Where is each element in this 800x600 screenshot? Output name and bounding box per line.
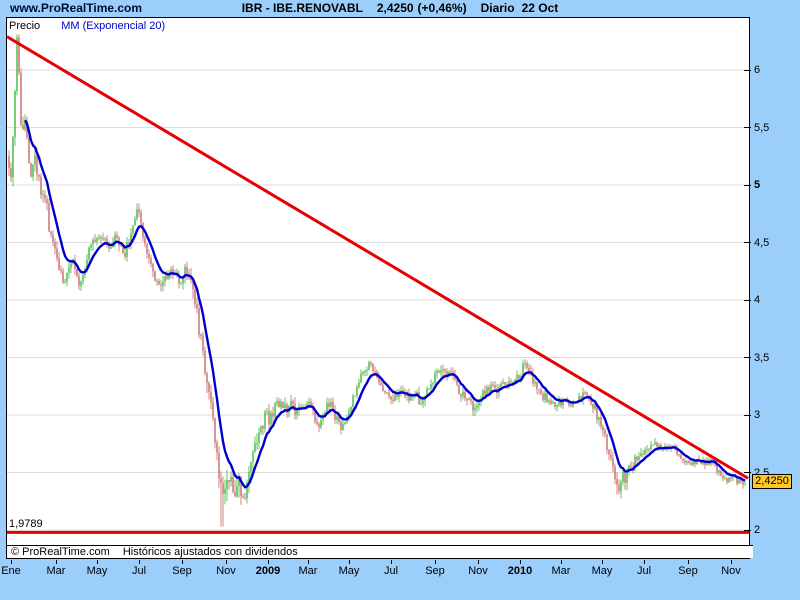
x-tick-label: Mar <box>551 565 571 577</box>
x-tick-label: May <box>338 565 360 577</box>
x-tick-mark <box>268 560 269 564</box>
timeframe-label: Diario <box>480 1 515 15</box>
chart-area[interactable]: Precio MM (Exponencial 20) 1,9789 © ProR… <box>6 17 753 559</box>
trend-line <box>7 35 749 480</box>
y-tick-label: 3 <box>754 409 761 421</box>
footer-strip: © ProRealTime.com Históricos ajustados c… <box>7 545 753 558</box>
chart-title: IBR - IBE.RENOVABL 2,4250 (+0,46%) Diario 22… <box>0 1 800 15</box>
brand-link[interactable]: www.ProRealTime.com <box>10 1 143 15</box>
x-tick-label: Nov <box>216 565 236 577</box>
y-tick-label: 6 <box>754 64 761 76</box>
last-price-tag: 2,4250 <box>752 474 792 489</box>
x-tick-mark <box>139 560 140 564</box>
x-tick-label: 2010 <box>507 565 533 577</box>
x-tick-label: Jul <box>383 565 399 577</box>
x-tick-mark <box>478 560 479 564</box>
x-tick-label: Sep <box>678 565 698 577</box>
ema-indicator-label[interactable]: MM (Exponencial 20) <box>61 20 166 32</box>
x-tick-mark <box>349 560 350 564</box>
x-tick-label: Nov <box>721 565 741 577</box>
x-tick-label: Sep <box>172 565 192 577</box>
x-tick-label: Mar <box>46 565 66 577</box>
x-tick-mark <box>435 560 436 564</box>
x-tick-label: May <box>591 565 613 577</box>
x-tick-mark <box>561 560 562 564</box>
x-tick-label: 2009 <box>255 565 281 577</box>
x-tick-mark <box>688 560 689 564</box>
x-tick-label: May <box>86 565 108 577</box>
pane-legend: Precio MM (Exponencial 20) <box>9 20 165 32</box>
x-tick-mark <box>11 560 12 564</box>
x-tick-label: Nov <box>468 565 488 577</box>
ema-line <box>23 119 746 489</box>
price-pane-label: Precio <box>9 20 41 32</box>
x-tick-label: Mar <box>298 565 318 577</box>
x-tick-mark <box>644 560 645 564</box>
price-change-text: (+0,46%) <box>417 1 467 15</box>
x-tick-label: Jul <box>636 565 652 577</box>
x-tick-label: Sep <box>425 565 445 577</box>
support-level-label: 1,9789 <box>9 518 43 530</box>
x-tick-mark <box>226 560 227 564</box>
y-tick-label: 5,5 <box>754 121 770 134</box>
x-tick-mark <box>391 560 392 564</box>
y-tick-label: 4,5 <box>754 236 770 249</box>
y-tick-label: 3,5 <box>754 351 770 364</box>
y-tick-label: 4 <box>754 294 761 306</box>
x-tick-label: Ene <box>1 565 21 577</box>
x-tick-mark <box>520 560 521 564</box>
x-tick-mark <box>731 560 732 564</box>
header-bar: www.ProRealTime.com IBR - IBE.RENOVABL 2,… <box>0 0 800 17</box>
x-tick-mark <box>182 560 183 564</box>
copyright-credit: © ProRealTime.com <box>11 546 110 558</box>
y-tick-label: 2 <box>754 524 761 536</box>
x-tick-mark <box>97 560 98 564</box>
chart-canvas[interactable] <box>7 18 749 545</box>
dividend-adjustment-note: Históricos ajustados con dividendos <box>122 546 298 558</box>
y-tick-label: 5 <box>754 179 761 191</box>
last-price-text: 2,4250 <box>376 1 414 15</box>
x-tick-label: Jul <box>131 565 147 577</box>
x-tick-mark <box>308 560 309 564</box>
x-tick-mark <box>56 560 57 564</box>
instrument-name: IBR - IBE.RENOVABL <box>241 1 363 15</box>
x-tick-mark <box>602 560 603 564</box>
date-label: 22 Oct <box>521 1 559 15</box>
